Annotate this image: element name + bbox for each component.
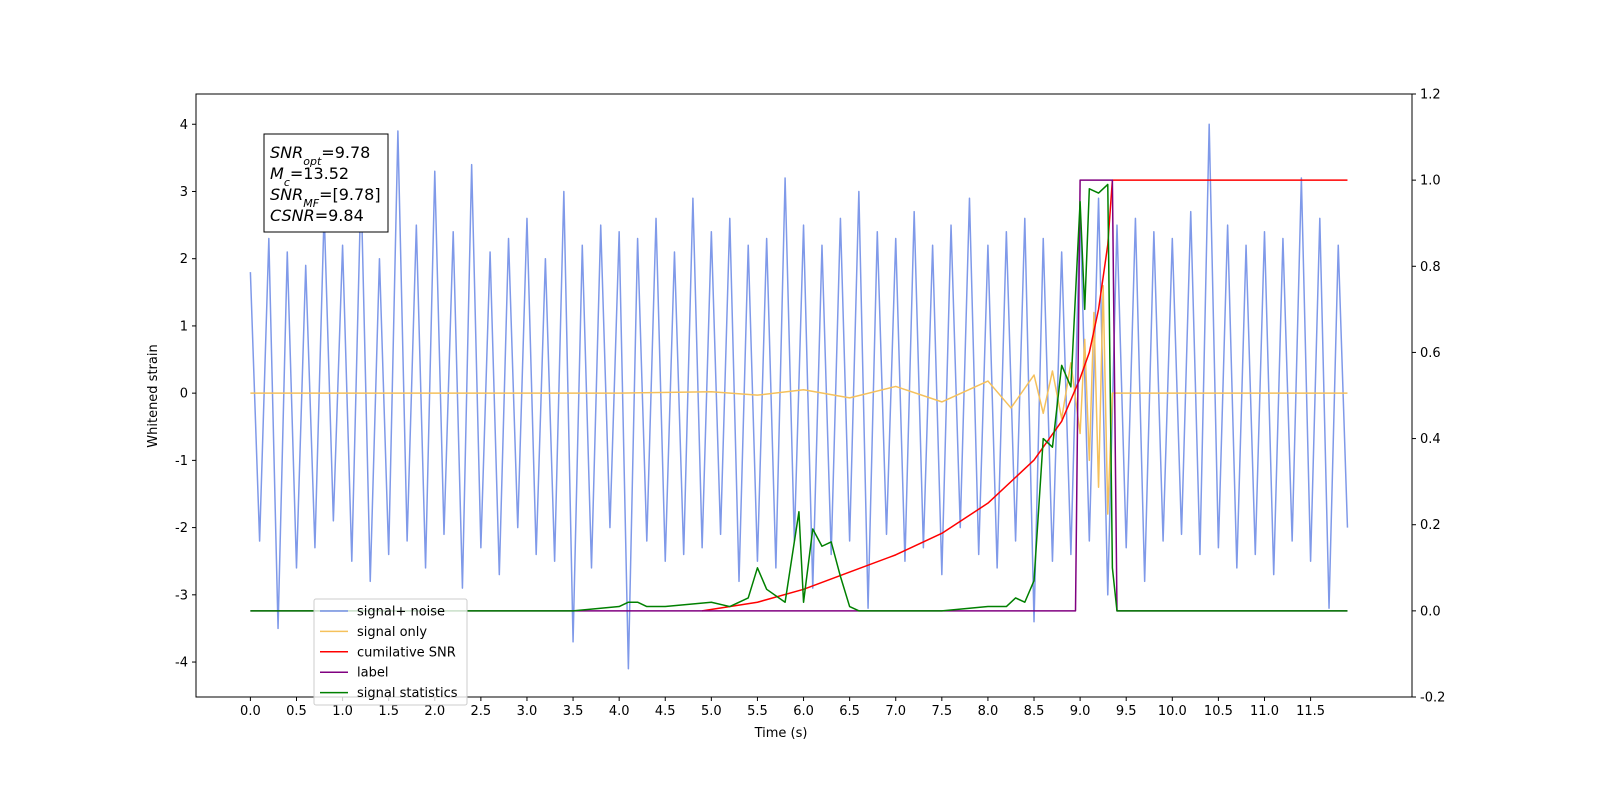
annotation-sub: MF — [303, 197, 319, 210]
x-tick-label: 11.0 — [1250, 704, 1279, 719]
annotation-sub: opt — [303, 155, 322, 168]
x-tick-label: 0.5 — [286, 704, 307, 719]
series-line — [249, 123, 1349, 670]
y-axis-label: Whitened strain — [146, 344, 161, 447]
y2-tick-label: -0.2 — [1420, 691, 1445, 706]
y-tick-label: 1 — [180, 319, 188, 334]
x-tick-label: 10.5 — [1204, 704, 1233, 719]
series-line — [250, 284, 1348, 515]
annotation-main: M — [270, 164, 284, 183]
series-line — [702, 179, 1348, 612]
annotation-main: SNR — [270, 143, 303, 162]
x-tick-label: 8.0 — [978, 704, 999, 719]
annotation-sub: c — [284, 176, 290, 189]
annotation-main: CSNR — [270, 206, 315, 225]
annotation-line: CSNR=9.84 — [270, 206, 364, 225]
x-tick-label: 6.0 — [793, 704, 814, 719]
legend-label: signal only — [357, 625, 427, 640]
x-tick-label: 1.0 — [332, 704, 353, 719]
y2-tick-label: 0.0 — [1420, 604, 1441, 619]
series-line — [250, 183, 1348, 612]
y2-tick-label: 0.4 — [1420, 432, 1441, 447]
x-tick-label: 1.5 — [378, 704, 399, 719]
x-tick-label: 0.0 — [240, 704, 261, 719]
y2-tick-label: 0.2 — [1420, 518, 1441, 533]
x-tick-label: 5.0 — [701, 704, 722, 719]
y-tick-label: -3 — [175, 588, 188, 603]
annotation-rest: =13.52 — [290, 164, 349, 183]
x-tick-label: 10.0 — [1158, 704, 1187, 719]
annotation-line: SNRMF=[9.78] — [270, 185, 381, 210]
legend-label: label — [357, 666, 388, 681]
y2-tick-label: 1.2 — [1420, 88, 1441, 103]
annotation-main: SNR — [270, 185, 303, 204]
annotation-rest: =9.78 — [321, 143, 370, 162]
x-tick-label: 9.5 — [1116, 704, 1137, 719]
annotation-rest: =9.84 — [315, 206, 364, 225]
x-tick-label: 8.5 — [1024, 704, 1045, 719]
y-tick-label: -4 — [175, 656, 188, 671]
x-tick-label: 3.5 — [563, 704, 584, 719]
legend-label: signal+ noise — [357, 605, 445, 620]
y-tick-label: -1 — [175, 454, 188, 469]
y-tick-label: 4 — [180, 118, 188, 133]
legend-label: cumilative SNR — [357, 645, 456, 660]
y2-tick-label: 0.8 — [1420, 260, 1441, 275]
legend-box — [313, 598, 468, 706]
x-tick-label: 11.5 — [1296, 704, 1325, 719]
annotation-line: SNRopt=9.78 — [270, 143, 370, 168]
legend-label: signal statistics — [357, 686, 458, 701]
x-tick-label: 2.0 — [424, 704, 445, 719]
x-axis-label: Time (s) — [754, 726, 808, 741]
x-tick-label: 3.0 — [517, 704, 538, 719]
x-tick-label: 7.5 — [931, 704, 952, 719]
y2-tick-label: 1.0 — [1420, 174, 1441, 189]
x-tick-label: 4.0 — [609, 704, 630, 719]
x-tick-label: 5.5 — [747, 704, 768, 719]
y-tick-label: -2 — [175, 521, 188, 536]
x-tick-label: 2.5 — [471, 704, 492, 719]
y2-tick-label: 0.6 — [1420, 346, 1441, 361]
x-tick-label: 4.5 — [655, 704, 676, 719]
x-tick-label: 9.0 — [1070, 704, 1091, 719]
annotation-box — [263, 133, 389, 233]
x-tick-label: 7.0 — [885, 704, 906, 719]
y-tick-label: 2 — [180, 252, 188, 267]
annotation-rest: =[9.78] — [319, 185, 381, 204]
y-tick-label: 0 — [180, 387, 188, 402]
x-tick-label: 6.5 — [839, 704, 860, 719]
annotation-line: Mc=13.52 — [270, 164, 349, 189]
y-tick-label: 3 — [180, 185, 188, 200]
